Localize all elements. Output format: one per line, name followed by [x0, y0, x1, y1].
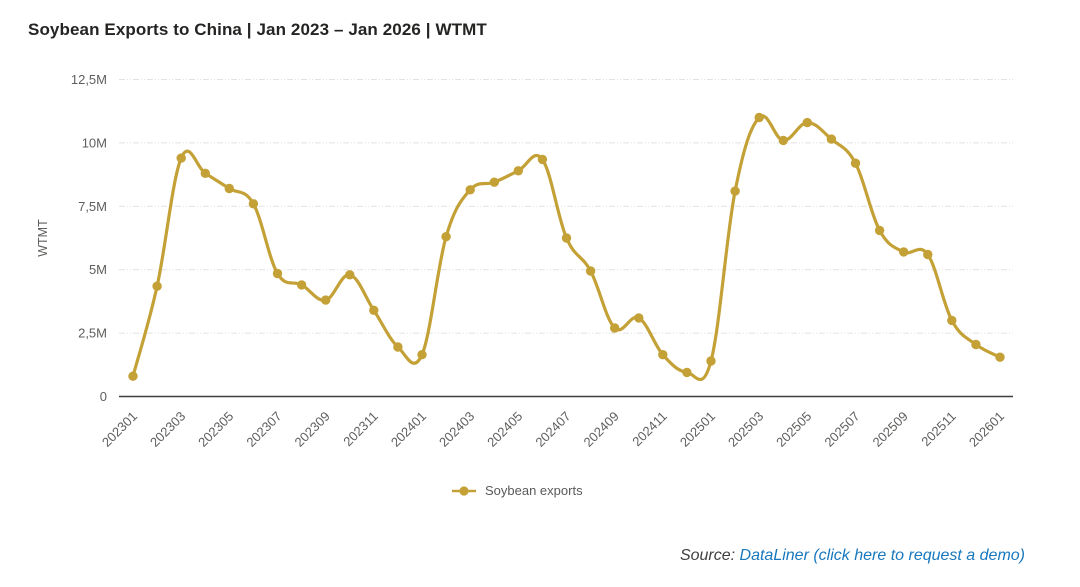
data-point-202411[interactable]	[658, 350, 668, 360]
svg-text:202403: 202403	[436, 409, 477, 450]
data-point-202502[interactable]	[730, 186, 740, 196]
legend-item-soybean-exports[interactable]: Soybean exports	[451, 483, 583, 498]
data-point-202410[interactable]	[634, 313, 644, 323]
data-point-202308[interactable]	[296, 280, 307, 290]
data-point-202508[interactable]	[874, 225, 885, 236]
svg-text:7,5M: 7,5M	[78, 199, 107, 214]
data-point-202302[interactable]	[152, 281, 162, 291]
data-points	[128, 112, 1005, 381]
data-point-202507[interactable]	[850, 158, 861, 168]
data-point-202505[interactable]	[802, 117, 812, 128]
gridlines	[119, 79, 1013, 334]
source-prefix: Source:	[679, 547, 740, 564]
data-point-202509[interactable]	[899, 247, 909, 257]
data-point-202311[interactable]	[369, 305, 379, 315]
svg-text:202601: 202601	[966, 409, 1007, 450]
svg-text:202305: 202305	[195, 409, 236, 450]
data-point-202601[interactable]	[995, 352, 1005, 362]
data-point-202512[interactable]	[971, 339, 981, 350]
data-point-202406[interactable]	[537, 154, 548, 165]
data-point-202309[interactable]	[321, 295, 331, 305]
svg-text:10M: 10M	[82, 135, 107, 150]
data-point-202510[interactable]	[923, 249, 933, 260]
data-point-202301[interactable]	[128, 371, 138, 381]
svg-text:202503: 202503	[725, 409, 766, 450]
series-line-soybean-exports	[131, 114, 1002, 381]
source-link[interactable]: DataLiner (click here to request a demo)	[739, 547, 1025, 564]
data-point-202305[interactable]	[224, 183, 234, 194]
x-axis-tick-labels: 202301 202303 202305 202307 202309 202311 2024…	[99, 409, 1007, 450]
data-point-202312[interactable]	[393, 342, 403, 352]
svg-text:202501: 202501	[677, 409, 718, 450]
svg-text:12,5M: 12,5M	[71, 72, 107, 87]
svg-text:202405: 202405	[484, 409, 525, 450]
svg-text:202307: 202307	[243, 409, 284, 450]
svg-text:202309: 202309	[292, 409, 333, 450]
data-point-202503[interactable]	[754, 112, 764, 123]
data-point-202405[interactable]	[513, 166, 523, 176]
svg-text:5M: 5M	[89, 262, 107, 277]
data-point-202404[interactable]	[489, 177, 499, 187]
svg-text:202411: 202411	[629, 409, 670, 450]
data-point-202402[interactable]	[441, 232, 451, 242]
svg-text:202401: 202401	[388, 409, 429, 450]
data-point-202504[interactable]	[778, 135, 788, 146]
data-point-202412[interactable]	[682, 367, 692, 378]
svg-text:202409: 202409	[581, 409, 622, 450]
data-point-202304[interactable]	[200, 168, 210, 178]
svg-text:202509: 202509	[870, 409, 911, 450]
svg-text:202301: 202301	[99, 409, 140, 450]
data-point-202511[interactable]	[947, 315, 957, 326]
data-point-202506[interactable]	[826, 134, 837, 144]
y-axis-tick-labels: 0 2,5M 5M 7,5M 10M 12,5M	[71, 72, 107, 404]
legend-line-marker-icon	[452, 485, 476, 496]
svg-text:202507: 202507	[821, 409, 862, 450]
data-point-202409[interactable]	[610, 323, 620, 333]
svg-text:202303: 202303	[147, 409, 188, 450]
data-point-202407[interactable]	[561, 233, 572, 243]
source-note: Source: DataLiner (click here to request…	[680, 547, 1025, 565]
svg-text:2,5M: 2,5M	[78, 326, 107, 341]
y-axis-title: WTMT	[36, 219, 50, 257]
data-point-202401[interactable]	[417, 350, 427, 360]
svg-text:202505: 202505	[773, 409, 814, 450]
svg-text:202407: 202407	[532, 409, 573, 450]
data-point-202501[interactable]	[706, 356, 716, 366]
legend-label: Soybean exports	[485, 483, 583, 498]
svg-text:202511: 202511	[918, 409, 959, 450]
chart-title: Soybean Exports to China | Jan 2023 – Ja…	[28, 20, 487, 39]
data-point-202403[interactable]	[465, 185, 475, 195]
data-point-202310[interactable]	[345, 270, 355, 280]
data-point-202303[interactable]	[176, 153, 186, 163]
data-point-202306[interactable]	[248, 199, 259, 209]
data-point-202408[interactable]	[585, 266, 596, 276]
data-point-202307[interactable]	[272, 268, 283, 279]
svg-text:0: 0	[100, 389, 107, 404]
svg-text:202311: 202311	[340, 409, 381, 450]
